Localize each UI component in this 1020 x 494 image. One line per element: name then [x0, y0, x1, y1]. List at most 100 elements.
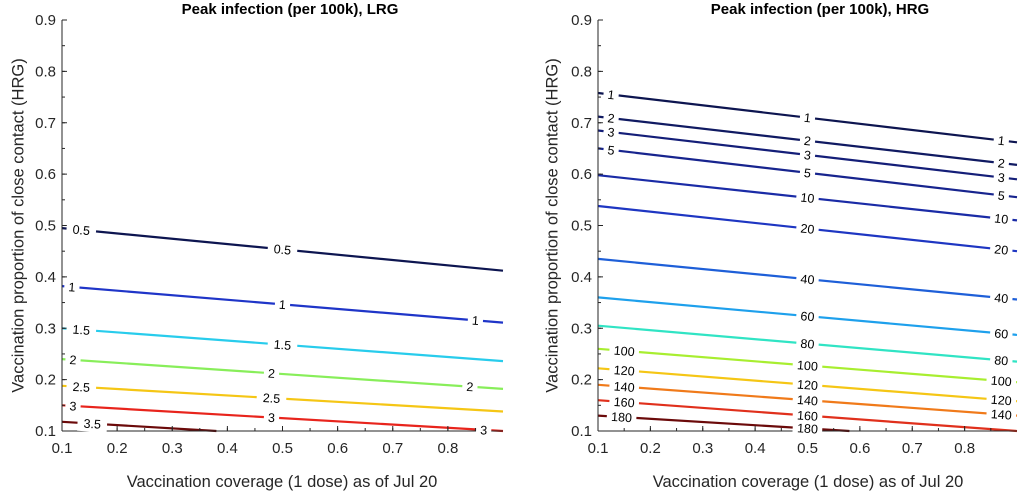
x-tick-label: 0.1 [52, 440, 73, 457]
y-tick-label: 0.6 [35, 166, 56, 183]
contour-label-text: 0.5 [72, 223, 91, 239]
contour-label: 20 [989, 240, 1014, 259]
contour-label: 60 [989, 324, 1014, 343]
contour-label: 160 [608, 393, 640, 412]
x-tick-label: 0.4 [745, 440, 766, 457]
x-tick-label: 0.8 [954, 440, 975, 457]
contour-label: 3 [263, 409, 280, 426]
x-tick-label: 0.3 [692, 440, 713, 457]
contour-label-text: 120 [797, 378, 819, 394]
contour-label-text: 140 [613, 379, 635, 394]
x-tick-label: 0.4 [217, 440, 238, 457]
contour-label-bg [985, 390, 1017, 410]
contour-label-text: 3 [997, 171, 1006, 186]
contour-label-text: 1 [803, 111, 812, 126]
contour-label-text: 100 [613, 344, 635, 360]
x-tick-label: 0.1 [588, 440, 609, 457]
contour-label-bg [608, 393, 640, 412]
contour-label-bg [799, 131, 816, 150]
axes: 0.1 0.2 0.3 0.4 0.5 0.6 0.7 0.8 0.1 0.2 0.3 0.4 0.5 0… [571, 12, 1017, 457]
contour-label-text: 140 [797, 393, 819, 408]
contour-label-bg [792, 356, 823, 375]
contour-label: 180 [792, 419, 823, 438]
contour-label-bg [985, 371, 1017, 391]
contour-label-text: 3 [268, 411, 276, 425]
contour-label: 0.5 [65, 220, 97, 240]
contour-line-3 [61, 404, 504, 433]
contour-label-text: 20 [994, 242, 1009, 257]
contour-label-bg [799, 108, 816, 127]
y-axis-label: Vaccination proportion of close contact … [9, 58, 27, 392]
contour-label-bg [795, 334, 820, 353]
contour-label-bg [989, 324, 1014, 343]
contour-label-text: 3 [803, 148, 812, 163]
contour-label: 5 [799, 163, 816, 182]
y-tick-label: 0.1 [35, 423, 56, 440]
contour-label: 180 [606, 408, 637, 426]
contour-label-text: 180 [797, 421, 819, 436]
x-axis-label: Vaccination coverage (1 dose) as of Jul … [653, 473, 964, 491]
contour-label-text: 3 [69, 399, 77, 413]
contour-label-text: 1.5 [273, 338, 291, 353]
contour-label-bg [263, 409, 280, 426]
contour-label-bg [63, 278, 81, 296]
x-tick-label: 0.5 [797, 440, 818, 457]
contour-label-bg [992, 131, 1010, 150]
contour-label-bg [792, 419, 823, 438]
contour-label-text: 40 [994, 291, 1009, 306]
y-tick-label: 0.9 [35, 12, 56, 29]
panel-lrg: Peak infection (per 100k), LRG 0.1 0.2 0.3… [9, 1, 504, 491]
contour-label-bg [992, 186, 1010, 205]
contour-label: 2 [461, 378, 479, 396]
contour-label-bg [989, 288, 1014, 308]
contour-label: 3 [799, 146, 816, 164]
contour-label: 3.5 [77, 414, 108, 433]
contour-label: 2 [263, 364, 280, 382]
contour-label: 20 [795, 219, 820, 238]
contour-label-bg [608, 341, 640, 361]
x-tick-label: 0.7 [902, 440, 923, 457]
contour-label: 5 [602, 141, 620, 159]
contour-label: 40 [989, 288, 1014, 308]
contour-label: 1 [63, 278, 81, 296]
contour-label: 10 [989, 209, 1014, 228]
contour-label: 140 [608, 377, 640, 396]
contour-label-bg [266, 240, 299, 259]
contour-label-bg [989, 209, 1014, 228]
x-tick-label: 0.7 [382, 440, 403, 457]
contour-label-text: 2 [607, 111, 616, 126]
contour-label-text: 120 [613, 363, 635, 379]
contour-label-text: 2 [268, 366, 276, 380]
contour-label-bg [65, 320, 97, 339]
contour-label: 0.5 [266, 240, 299, 259]
y-axis-label: Vaccination proportion of close contact … [543, 58, 561, 392]
contour-label-bg [602, 85, 620, 104]
contour-label: 2 [64, 351, 82, 369]
contour-label-text: 10 [800, 191, 815, 206]
contour-label-text: 60 [800, 309, 815, 324]
contour-label: 100 [792, 356, 823, 375]
y-tick-label: 0.2 [571, 372, 592, 389]
contour-label-text: 5 [997, 189, 1006, 204]
contour-label-bg [263, 364, 280, 382]
contour-label-text: 160 [797, 408, 819, 423]
contour-label: 80 [989, 351, 1014, 370]
contour-label-text: 1 [471, 314, 479, 329]
y-tick-label: 0.4 [35, 269, 56, 286]
x-tick-label: 0.2 [640, 440, 661, 457]
contour-label-text: 2 [466, 380, 474, 394]
contour-label-text: 80 [800, 337, 815, 352]
contour-label-bg [274, 295, 291, 313]
contour-label-bg [992, 168, 1010, 187]
contour-label-bg [256, 389, 287, 407]
contour-label-text: 1 [278, 298, 286, 313]
contour-label-text: 120 [990, 393, 1012, 409]
contour-label-text: 0.5 [273, 242, 292, 258]
contour-label-text: 1 [607, 88, 616, 103]
contour-label-bg [475, 421, 492, 439]
y-tick-label: 0.3 [571, 320, 592, 337]
contour-label: 80 [795, 334, 820, 353]
x-tick-label: 0.6 [849, 440, 870, 457]
contour-label: 2.5 [256, 389, 287, 407]
contour-label-bg [795, 188, 820, 207]
